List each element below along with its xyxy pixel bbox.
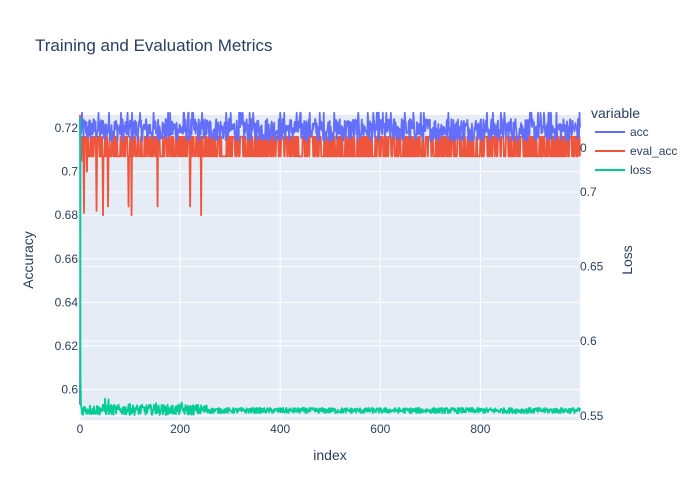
y-axis-ticks: 0.6 0.62 0.64 0.66 0.68 0.7 0.72 bbox=[55, 121, 79, 396]
eval-acc-line bbox=[79, 114, 581, 217]
legend-title: variable bbox=[591, 105, 640, 121]
legend-item-loss[interactable]: loss bbox=[595, 163, 651, 177]
legend: variable acc eval_acc loss bbox=[591, 105, 677, 177]
series-acc bbox=[79, 111, 581, 405]
y-tick-label: 0.7 bbox=[61, 165, 78, 179]
series-loss bbox=[79, 117, 581, 416]
y-tick-label: 0.68 bbox=[55, 208, 79, 222]
series-eval-acc bbox=[79, 114, 581, 217]
chart-title: Training and Evaluation Metrics bbox=[35, 36, 273, 55]
x-tick-label: 0 bbox=[77, 422, 84, 436]
legend-label-loss: loss bbox=[630, 163, 651, 177]
legend-label-acc: acc bbox=[630, 125, 649, 139]
y-axis-title: Accuracy bbox=[20, 231, 36, 289]
x-tick-label: 600 bbox=[370, 422, 390, 436]
x-tick-label: 400 bbox=[270, 422, 290, 436]
y-tick-label: 0.72 bbox=[55, 121, 79, 135]
plot-area bbox=[80, 115, 580, 420]
y2-tick-label: 0.7 bbox=[580, 185, 597, 199]
y-tick-label: 0.64 bbox=[55, 295, 79, 309]
y-tick-label: 0.62 bbox=[55, 339, 79, 353]
x-tick-label: 800 bbox=[470, 422, 490, 436]
x-axis-title: index bbox=[313, 447, 346, 463]
x-tick-label: 200 bbox=[170, 422, 190, 436]
y-tick-label: 0.66 bbox=[55, 252, 79, 266]
y2-tick-label: 0.6 bbox=[580, 334, 597, 348]
y2-tick-label: 0.55 bbox=[580, 409, 604, 423]
y2-axis-ticks: 0.55 0.6 0.65 0.7 0 bbox=[580, 141, 604, 423]
legend-item-eval-acc[interactable]: eval_acc bbox=[595, 144, 677, 158]
y2-tick-label-partial: 0 bbox=[580, 141, 587, 155]
acc-line bbox=[79, 111, 581, 405]
y-tick-label: 0.6 bbox=[61, 383, 78, 397]
y2-tick-label: 0.65 bbox=[580, 260, 604, 274]
legend-label-eval-acc: eval_acc bbox=[630, 144, 677, 158]
y2-axis-title: Loss bbox=[619, 245, 635, 275]
loss-line bbox=[79, 117, 581, 416]
x-axis-ticks: 0 200 400 600 800 bbox=[77, 422, 491, 436]
legend-item-acc[interactable]: acc bbox=[595, 125, 649, 139]
